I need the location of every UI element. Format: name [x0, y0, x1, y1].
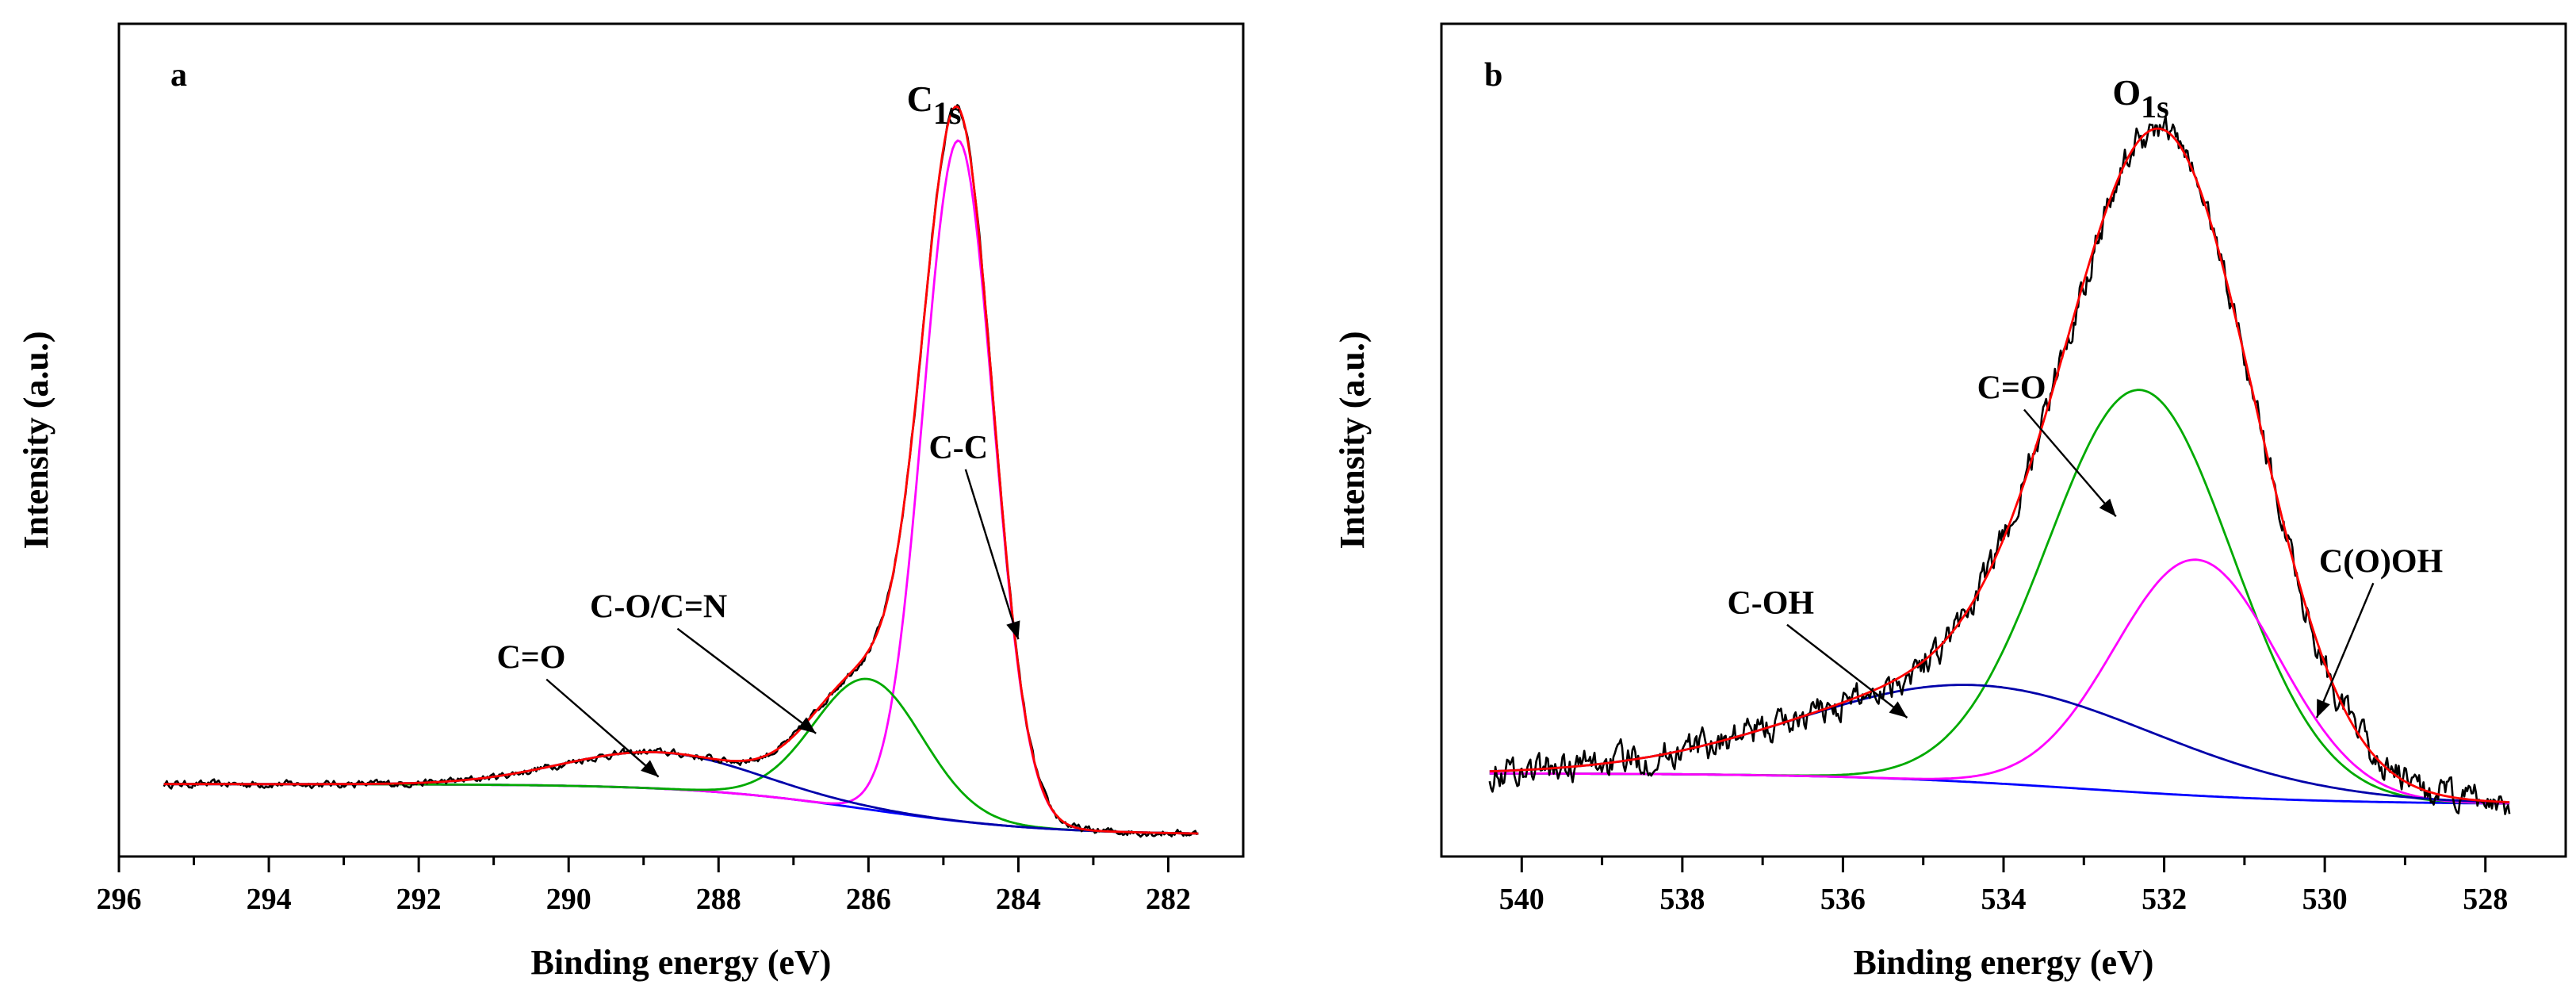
- annotation-arrow-line: [545, 678, 660, 778]
- series-envelope-line: [163, 105, 1199, 835]
- x-tick-label: 532: [2142, 883, 2187, 916]
- y-axis-label-b: Intensity (a.u.): [1333, 331, 1372, 549]
- chart-title-b: O1s: [2112, 72, 2168, 125]
- annotation-label: C(O)OH: [2319, 543, 2443, 580]
- series-c-c-line: [163, 139, 1199, 835]
- annotations-a: C-C C-O/C=N C=O: [496, 430, 1020, 778]
- x-tick-label: 292: [396, 883, 442, 916]
- y-axis-label-a: Intensity (a.u.): [17, 331, 56, 549]
- annotation-label: C=O: [1977, 370, 2046, 407]
- annotation-arrow-head: [641, 760, 659, 777]
- x-tick-label: 290: [546, 883, 591, 916]
- x-tick-label: 530: [2302, 883, 2348, 916]
- x-tick-label: 294: [247, 883, 292, 916]
- x-tick-label: 540: [1499, 883, 1544, 916]
- annotation-arrow-head: [798, 717, 817, 734]
- panel-label-a: a: [170, 57, 187, 94]
- annotation-arrow-line: [676, 627, 817, 734]
- series-c-oh-line: [1489, 684, 2510, 804]
- series-raw-line: [1488, 115, 2511, 815]
- panel-a-c1s: 296 294 292 290 288 286 284 282 C-C C-O/C=N C=O a…: [17, 22, 1245, 982]
- series-envelope-line: [1489, 127, 2510, 803]
- x-tick-label: 284: [996, 883, 1041, 916]
- plot-frame-a: [117, 22, 1245, 858]
- series-background-line: [1489, 772, 2510, 805]
- x-tick-label: 528: [2463, 883, 2508, 916]
- x-tick-label: 534: [1981, 883, 2027, 916]
- x-tick-label: 288: [696, 883, 741, 916]
- x-tick-label: 536: [1820, 883, 1866, 916]
- x-axis-label-b: Binding energy (eV): [1854, 943, 2154, 982]
- annotation-arrow-head: [2317, 699, 2330, 718]
- annotation-arrow-head: [1889, 701, 1908, 718]
- series-raw-line: [163, 104, 1199, 838]
- annotation-arrow-line: [964, 469, 1020, 640]
- series-group-b: [1488, 115, 2511, 815]
- x-tick-label: 538: [1659, 883, 1705, 916]
- chart-title-a: C1s: [907, 79, 962, 131]
- plot-frame-b: [1440, 22, 2567, 858]
- x-tick-label: 296: [97, 883, 142, 916]
- panel-b-o1s: 540 538 536 534 532 530 528 C=O C-OH C(O)OH b O1…: [1333, 22, 2567, 982]
- annotation-label: C-C: [928, 430, 988, 466]
- x-tick-label: 282: [1146, 883, 1191, 916]
- series-c-o-line: [1489, 389, 2510, 805]
- annotation-label: C=O: [496, 640, 565, 676]
- annotation-arrow-line: [2023, 408, 2117, 518]
- annotations-b: C=O C-OH C(O)OH: [1727, 370, 2443, 719]
- annotation-arrow-line: [2315, 582, 2375, 719]
- panel-label-b: b: [1484, 57, 1502, 94]
- x-axis-label-a: Binding energy (eV): [531, 943, 832, 982]
- series-c-o-oh-line: [1489, 558, 2510, 805]
- x-tick-label: 286: [846, 883, 891, 916]
- annotation-label: C-OH: [1727, 585, 1814, 622]
- x-axis-b: 540 538 536 534 532 530 528: [1499, 856, 2508, 916]
- x-axis-a: 296 294 292 290 288 286 284 282: [97, 856, 1191, 916]
- series-group-a: [163, 104, 1199, 838]
- annotation-arrow-head: [1006, 620, 1020, 640]
- annotation-arrow-head: [2099, 498, 2116, 517]
- annotation-label: C-O/C=N: [590, 589, 727, 626]
- annotation-arrow-line: [1786, 623, 1908, 719]
